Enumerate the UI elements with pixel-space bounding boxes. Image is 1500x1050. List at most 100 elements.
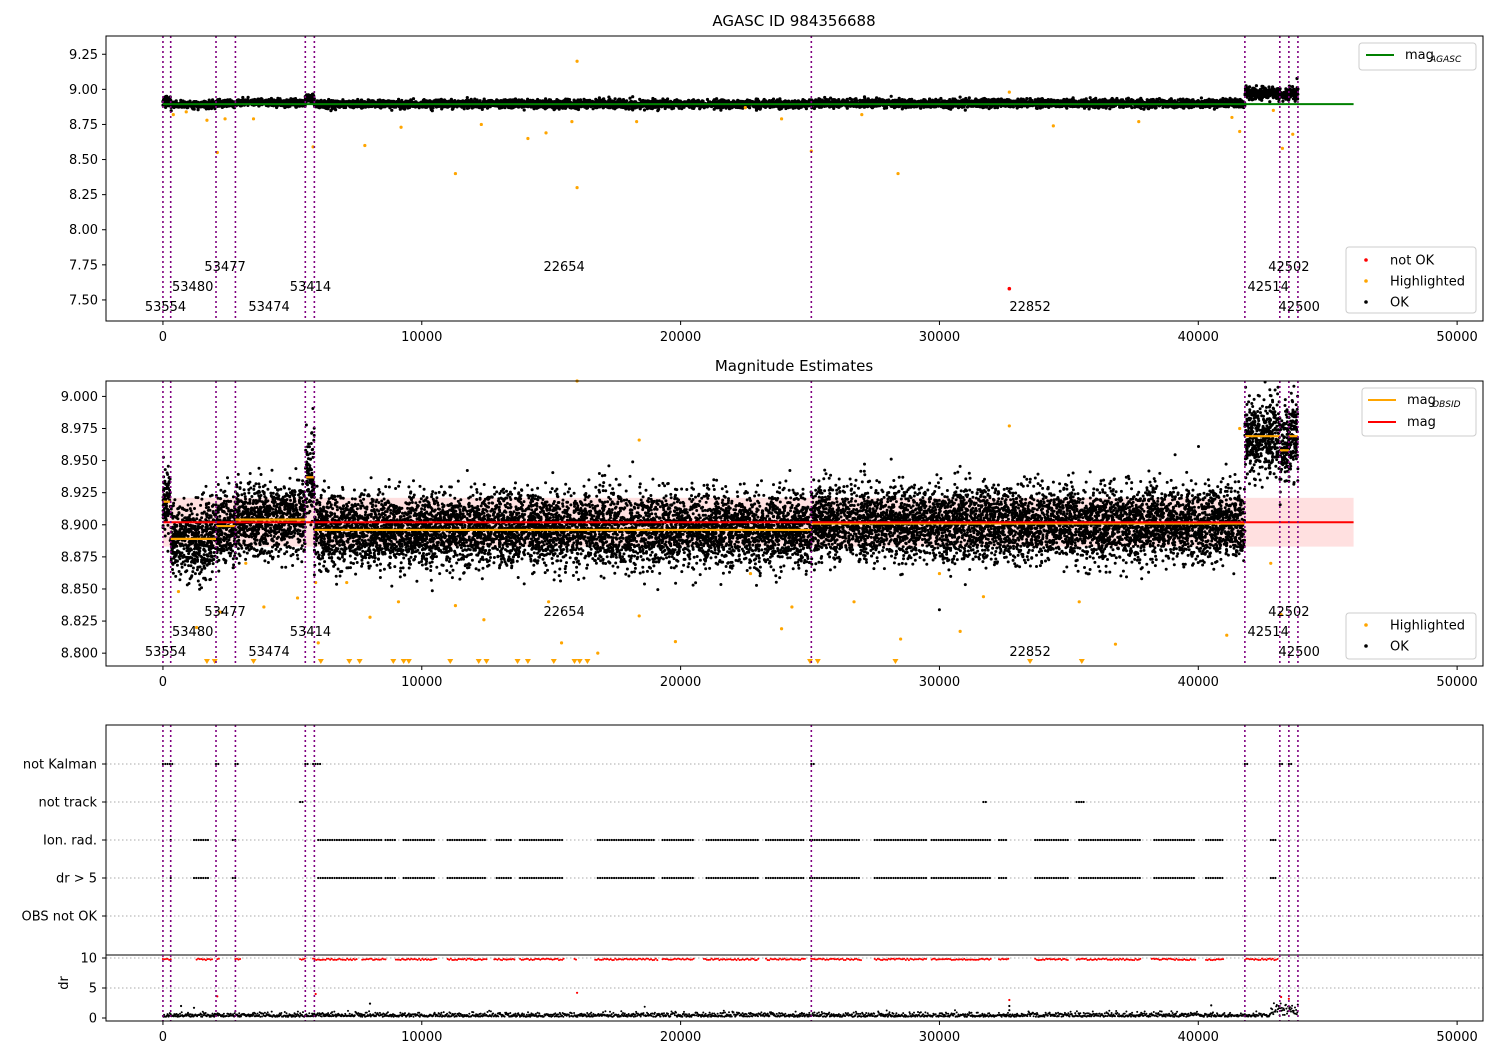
ok-point bbox=[486, 99, 490, 103]
ok-point bbox=[607, 98, 611, 103]
ok-point bbox=[576, 107, 581, 112]
ok-point bbox=[192, 107, 196, 111]
ok-point bbox=[451, 106, 455, 111]
ok-point bbox=[363, 100, 367, 104]
ok-point bbox=[274, 99, 278, 103]
ok-point bbox=[345, 100, 349, 104]
panel2-title: Magnitude Estimates bbox=[715, 357, 873, 375]
ok-point bbox=[555, 98, 559, 102]
ok-point bbox=[754, 108, 759, 112]
ok-point bbox=[310, 93, 314, 97]
ok-point bbox=[465, 96, 469, 100]
ok-point bbox=[257, 104, 261, 108]
ok-point bbox=[338, 105, 342, 109]
ok-point bbox=[522, 108, 526, 112]
ok-point bbox=[270, 100, 274, 104]
ok-point bbox=[513, 97, 518, 101]
ok-point bbox=[601, 97, 605, 101]
ok-point bbox=[251, 99, 255, 103]
ok-point bbox=[425, 105, 429, 109]
ok-point bbox=[642, 108, 647, 112]
ok-point bbox=[509, 106, 513, 110]
ok-point bbox=[627, 107, 631, 111]
ok-point bbox=[218, 97, 222, 101]
ok-point bbox=[799, 104, 803, 108]
ok-point bbox=[755, 100, 759, 104]
panel1-title: AGASC ID 984356688 bbox=[712, 12, 875, 30]
ok-point bbox=[705, 97, 710, 102]
ok-point bbox=[779, 106, 783, 110]
ok-point bbox=[722, 98, 726, 102]
ok-point bbox=[199, 105, 203, 109]
ok-point bbox=[390, 108, 394, 112]
ok-point bbox=[417, 106, 421, 110]
ok-point bbox=[645, 100, 649, 104]
ok-point bbox=[633, 106, 637, 110]
ok-point bbox=[664, 98, 668, 102]
ok-point bbox=[227, 104, 231, 108]
ok-point bbox=[305, 98, 309, 102]
ok-point bbox=[241, 95, 245, 100]
ok-point bbox=[391, 104, 395, 108]
ok-point bbox=[630, 107, 634, 111]
ok-point bbox=[267, 98, 271, 102]
ok-point bbox=[490, 98, 494, 103]
ok-point bbox=[244, 99, 248, 103]
ok-point bbox=[353, 105, 357, 109]
ok-point bbox=[246, 95, 250, 99]
ok-point bbox=[542, 106, 547, 110]
ok-point bbox=[526, 97, 530, 101]
ok-point bbox=[656, 109, 660, 113]
ok-point bbox=[211, 100, 215, 104]
ok-point bbox=[429, 100, 433, 104]
ok-point bbox=[192, 100, 196, 104]
ok-point bbox=[651, 106, 656, 110]
ok-point bbox=[436, 99, 440, 103]
ok-point bbox=[617, 99, 621, 103]
ok-point bbox=[702, 106, 706, 110]
ok-point bbox=[691, 98, 696, 102]
ok-point bbox=[240, 100, 244, 104]
ok-point bbox=[660, 99, 664, 103]
ok-point bbox=[259, 99, 264, 103]
ok-point bbox=[598, 104, 603, 108]
ok-point bbox=[429, 106, 433, 110]
ok-point bbox=[229, 99, 234, 103]
ok-point bbox=[610, 100, 614, 104]
ok-point bbox=[237, 98, 241, 102]
ok-point bbox=[196, 108, 200, 112]
ok-point bbox=[462, 105, 466, 109]
ok-point bbox=[715, 97, 719, 101]
ok-point bbox=[631, 95, 635, 99]
ok-point bbox=[553, 107, 557, 111]
ok-point bbox=[301, 99, 306, 103]
ok-point bbox=[207, 98, 211, 102]
ok-point bbox=[294, 105, 298, 109]
ok-point bbox=[1199, 96, 1203, 100]
ok-point bbox=[665, 105, 670, 109]
ok-point bbox=[647, 105, 651, 109]
ok-point bbox=[758, 107, 762, 111]
ok-point bbox=[321, 100, 326, 104]
ok-point bbox=[585, 106, 589, 110]
ok-point bbox=[442, 99, 446, 104]
ok-point bbox=[628, 96, 632, 100]
ok-point bbox=[473, 97, 477, 101]
ok-point bbox=[204, 107, 208, 111]
ok-point bbox=[536, 97, 540, 102]
ok-point bbox=[333, 106, 337, 110]
ok-point bbox=[804, 107, 809, 111]
ok-point bbox=[171, 104, 175, 108]
ok-point bbox=[736, 105, 740, 110]
ok-point bbox=[327, 97, 331, 102]
ok-point bbox=[277, 97, 281, 101]
ok-point bbox=[289, 99, 293, 103]
ok-point bbox=[359, 98, 363, 102]
ok-point bbox=[466, 106, 470, 110]
ok-point bbox=[535, 105, 540, 109]
ok-point bbox=[404, 104, 408, 108]
ok-point bbox=[459, 99, 463, 104]
ok-point bbox=[164, 105, 168, 109]
ok-point bbox=[773, 104, 777, 108]
